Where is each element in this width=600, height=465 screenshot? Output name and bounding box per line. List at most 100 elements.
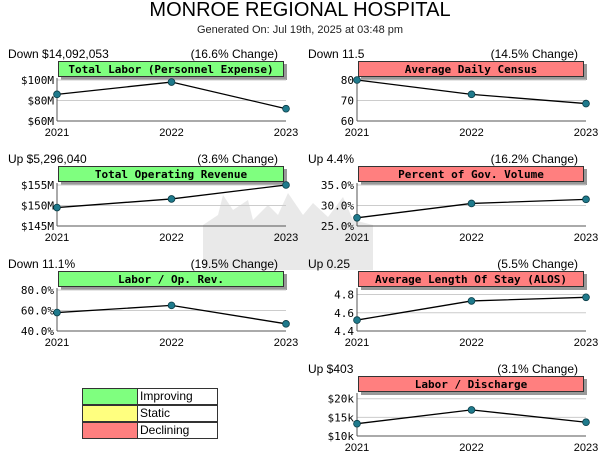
page-title: MONROE REGIONAL HOSPITAL bbox=[149, 0, 451, 21]
x-tick-label: 2021 bbox=[45, 232, 69, 244]
change-percent: (16.2% Change) bbox=[490, 152, 578, 166]
change-percent: (5.5% Change) bbox=[497, 257, 578, 271]
y-tick-label: $60M bbox=[28, 115, 55, 128]
data-point bbox=[282, 320, 290, 328]
watermark-logo bbox=[203, 193, 373, 270]
y-tick-label: 80 bbox=[341, 74, 354, 87]
y-tick-label: $100M bbox=[21, 74, 54, 87]
y-tick-label: 60.0% bbox=[21, 305, 54, 318]
data-point bbox=[353, 213, 361, 222]
legend-label: Improving bbox=[140, 389, 193, 403]
chart-panel: Down 11.1% (19.5% Change) Labor / Op. Rev.… bbox=[0, 257, 298, 360]
legend-swatch-declining bbox=[83, 423, 138, 438]
legend-swatch-improving bbox=[83, 389, 138, 404]
generated-timestamp: Generated On: Jul 19th, 2025 at 03:48 pm bbox=[196, 24, 404, 36]
change-percent: (3.6% Change) bbox=[197, 152, 278, 166]
x-tick-label: 2023 bbox=[574, 337, 598, 349]
y-tick-label: 40.0% bbox=[21, 325, 54, 338]
chart-plot: 60 70 80 2021 2022 2023 bbox=[341, 74, 598, 139]
y-tick-label: 70 bbox=[341, 95, 354, 108]
legend-label: Static bbox=[140, 406, 171, 420]
chart-plot: $145M $150M $155M 2021 2022 2023 bbox=[21, 179, 298, 244]
chart-panel: Down 11.5 (14.5% Change) Average Daily Cen… bbox=[300, 47, 598, 150]
data-point bbox=[282, 181, 290, 189]
change-percent: (3.1% Change) bbox=[497, 362, 578, 376]
data-point bbox=[53, 90, 61, 99]
y-tick-label: 30.0% bbox=[321, 200, 354, 213]
x-tick-label: 2022 bbox=[159, 337, 183, 349]
data-point bbox=[53, 308, 61, 317]
y-tick-label: 25.0% bbox=[321, 220, 354, 233]
y-tick-label: 4.6 bbox=[334, 307, 354, 320]
change-absolute: Up $5,296,040 bbox=[8, 152, 87, 166]
x-tick-label: 2021 bbox=[345, 127, 369, 139]
data-point bbox=[353, 419, 361, 428]
chart-panel: Down $14,092,053 (16.6% Change) Total Labo… bbox=[0, 47, 298, 150]
data-point bbox=[582, 293, 590, 302]
x-tick-label: 2021 bbox=[345, 232, 369, 244]
chart-title-box: Average Length Of Stay (ALOS) bbox=[358, 271, 588, 290]
x-tick-label: 2023 bbox=[274, 127, 298, 139]
chart-title: Total Labor (Personnel Expense) bbox=[58, 61, 284, 77]
data-point bbox=[167, 301, 176, 310]
change-absolute: Down 11.5 bbox=[308, 47, 365, 61]
chart-plot: $60M $80M $100M 2021 2022 2023 bbox=[21, 74, 298, 139]
chart-title-box: Average Daily Census bbox=[358, 61, 588, 80]
data-point bbox=[467, 297, 476, 305]
x-tick-label: 2021 bbox=[45, 337, 69, 349]
chart-title: Labor / Discharge bbox=[358, 376, 584, 392]
x-tick-label: 2021 bbox=[345, 442, 369, 454]
data-point bbox=[282, 104, 290, 113]
change-percent: (19.5% Change) bbox=[190, 257, 278, 271]
chart-title: Labor / Op. Rev. bbox=[58, 271, 284, 287]
y-tick-label: 35.0% bbox=[321, 179, 354, 192]
y-tick-label: $80M bbox=[28, 95, 55, 108]
x-tick-label: 2023 bbox=[274, 232, 298, 244]
x-tick-label: 2022 bbox=[459, 127, 483, 139]
data-point bbox=[582, 195, 590, 204]
series-line bbox=[56, 81, 287, 110]
x-tick-label: 2022 bbox=[459, 442, 483, 454]
chart-title: Total Operating Revenue bbox=[58, 166, 284, 182]
x-tick-label: 2022 bbox=[459, 337, 483, 349]
chart-title: Percent of Gov. Volume bbox=[358, 166, 584, 182]
chart-panel: Up $403 (3.1% Change) Labor / Discharge $10… bbox=[300, 362, 598, 465]
change-absolute: Up $403 bbox=[308, 362, 354, 376]
chart-panel: Up 4.4% (16.2% Change) Percent of Gov. Vol… bbox=[300, 152, 598, 255]
chart-plot: 4.4 4.6 4.8 2021 2022 2023 bbox=[334, 288, 598, 349]
chart-title-box: Labor / Discharge bbox=[358, 376, 588, 395]
x-tick-label: 2021 bbox=[345, 337, 369, 349]
change-absolute: Up 0.25 bbox=[308, 257, 351, 271]
legend: Improving Static Declining bbox=[82, 388, 218, 440]
chart-title-box: Total Labor (Personnel Expense) bbox=[58, 61, 288, 80]
x-tick-label: 2021 bbox=[45, 127, 69, 139]
y-tick-label: $20k bbox=[328, 393, 355, 406]
change-absolute: Up 4.4% bbox=[308, 152, 355, 166]
x-tick-label: 2023 bbox=[274, 337, 298, 349]
legend-label: Declining bbox=[140, 423, 190, 437]
chart-panel: Up $5,296,040 (3.6% Change) Total Operatin… bbox=[0, 152, 298, 255]
chart-title: Average Length Of Stay (ALOS) bbox=[358, 271, 584, 287]
chart-title: Average Daily Census bbox=[358, 61, 584, 77]
y-tick-label: 4.8 bbox=[334, 289, 354, 302]
change-percent: (16.6% Change) bbox=[190, 47, 278, 61]
x-tick-label: 2022 bbox=[159, 232, 183, 244]
change-percent: (14.5% Change) bbox=[490, 47, 578, 61]
x-tick-label: 2023 bbox=[574, 232, 598, 244]
chart-title-box: Labor / Op. Rev. bbox=[58, 271, 288, 290]
y-tick-label: 4.4 bbox=[334, 325, 354, 338]
y-tick-label: $155M bbox=[21, 179, 54, 192]
data-point bbox=[582, 99, 590, 108]
legend-item-declining: Declining bbox=[82, 422, 218, 439]
data-point bbox=[167, 195, 176, 203]
y-tick-label: $15k bbox=[328, 411, 355, 424]
chart-plot: 40.0% 60.0% 80.0% 2021 2022 2023 bbox=[21, 284, 298, 349]
y-tick-label: $150M bbox=[21, 200, 54, 213]
data-point bbox=[582, 418, 590, 427]
legend-item-improving: Improving bbox=[82, 388, 218, 405]
y-tick-label: 60 bbox=[341, 115, 354, 128]
x-tick-label: 2022 bbox=[459, 232, 483, 244]
data-point bbox=[353, 76, 361, 84]
data-point bbox=[53, 203, 61, 212]
change-absolute: Down 11.1% bbox=[8, 257, 76, 271]
